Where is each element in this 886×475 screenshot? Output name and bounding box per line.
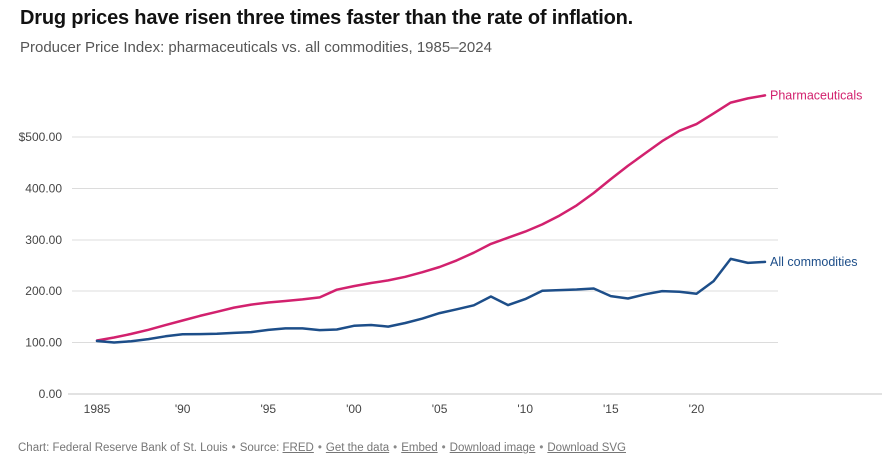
y-tick-label: 200.00	[25, 284, 62, 298]
y-tick-label: $500.00	[19, 130, 63, 144]
chart-title: Drug prices have risen three times faste…	[20, 7, 634, 29]
footer-link-embed[interactable]: Embed	[401, 442, 438, 454]
source-label: Source:	[239, 442, 280, 454]
x-tick-label: 1985	[84, 402, 111, 416]
y-tick-label: 0.00	[39, 387, 63, 401]
footer-separator: •	[441, 442, 446, 454]
series-label-all-commodities: All commodities	[770, 255, 858, 269]
chart-subtitle: Producer Price Index: pharmaceuticals vs…	[20, 39, 492, 56]
footer-separator: •	[231, 442, 236, 454]
x-tick-label: '10	[517, 402, 533, 416]
footer-link-get-the-data[interactable]: Get the data	[325, 442, 390, 454]
chart-header: Drug prices have risen three times faste…	[20, 5, 866, 57]
x-tick-label: '20	[689, 402, 705, 416]
x-tick-label: '15	[603, 402, 619, 416]
y-tick-label: 100.00	[25, 336, 62, 350]
footer-link-download-image[interactable]: Download image	[449, 442, 536, 454]
footer-separator: •	[317, 442, 322, 454]
x-tick-label: '95	[260, 402, 276, 416]
series-label-pharmaceuticals: Pharmaceuticals	[770, 88, 862, 102]
line-pharmaceuticals[interactable]	[95, 94, 767, 342]
footer-link-download-svg[interactable]: Download SVG	[547, 442, 626, 454]
footer-link-fred[interactable]: FRED	[282, 442, 314, 454]
y-tick-label: 400.00	[25, 181, 62, 195]
x-tick-label: '90	[175, 402, 191, 416]
chart-footer: Chart: Federal Reserve Bank of St. Louis…	[18, 441, 876, 456]
y-tick-label: 300.00	[25, 233, 62, 247]
line-all-commodities[interactable]	[95, 257, 767, 344]
x-tick-label: '00	[346, 402, 362, 416]
x-tick-label: '05	[432, 402, 448, 416]
footer-separator: •	[539, 442, 544, 454]
footer-separator: •	[393, 442, 398, 454]
chart-credit: Chart: Federal Reserve Bank of St. Louis	[18, 442, 228, 454]
